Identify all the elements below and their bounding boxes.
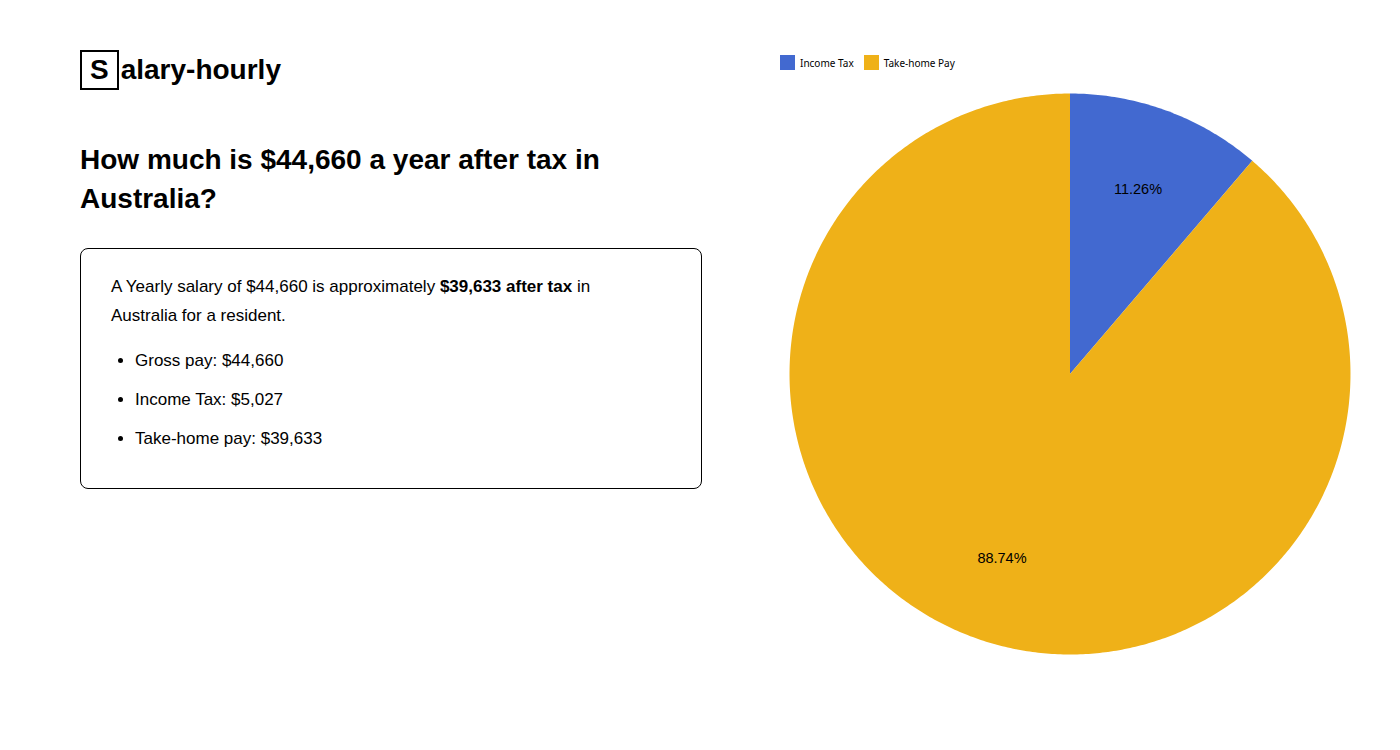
html-text:Income Tax: $5,027: Income Tax: $5,027 bbox=[135, 390, 284, 409]
html-text:How much is $44,660 a year aft: How much is $44,660 a year after tax in … bbox=[80, 144, 600, 215]
html-text:alary-hourly: alary-hourly bbox=[120, 54, 281, 85]
html-text:Take-home pay: $39,633: Take-home pay: $39,633 bbox=[135, 428, 323, 448]
html-text:S: S bbox=[90, 54, 109, 85]
html-text:Australia for a resident.: Australia for a resident. bbox=[111, 306, 286, 326]
svg-text:11.26%: 11.26% bbox=[1114, 181, 1162, 197]
svg-text:88.74%: 88.74% bbox=[977, 550, 1026, 566]
html-text:Income Tax: Income Tax bbox=[800, 55, 854, 70]
html-text:Take-home Pay: Take-home Pay bbox=[883, 55, 955, 70]
html-text:Gross pay: $44,660: Gross pay: $44,660 bbox=[135, 351, 284, 371]
html-text:A Yearly salary of $44,660 is: A Yearly salary of $44,660 is approximat… bbox=[111, 277, 591, 297]
